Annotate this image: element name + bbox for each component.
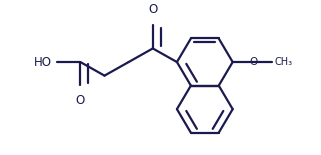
Text: CH₃: CH₃ [275, 57, 293, 67]
Text: HO: HO [34, 55, 52, 69]
Text: O: O [76, 94, 85, 107]
Text: O: O [148, 3, 157, 16]
Text: O: O [249, 57, 258, 67]
